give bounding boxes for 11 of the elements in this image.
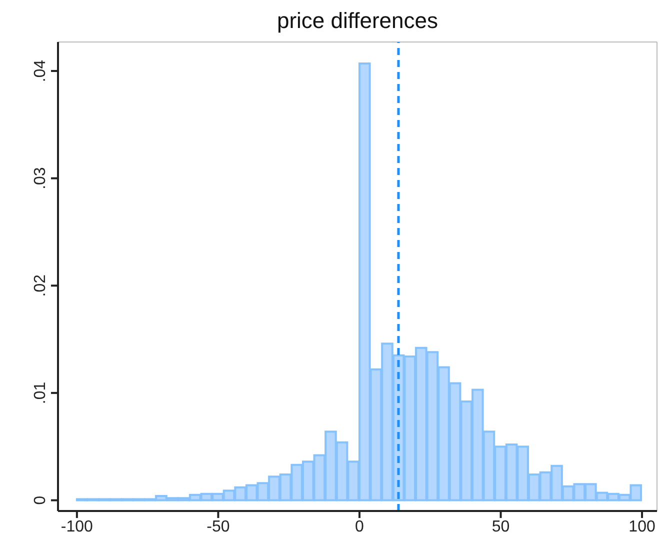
y-tick-label: .03 (32, 167, 49, 190)
y-tick-label: .02 (32, 274, 49, 297)
x-tick-label: 50 (492, 518, 510, 536)
x-tick-label: -100 (60, 518, 94, 536)
y-tick-label: 0 (32, 496, 49, 505)
y-tick-label: .04 (32, 60, 49, 82)
x-tick-label: 100 (628, 518, 656, 536)
y-tick-label: .01 (32, 382, 49, 404)
x-tick-label: -50 (206, 518, 230, 536)
x-tick-label: 0 (355, 518, 364, 536)
chart-title: price differences (276, 8, 439, 34)
